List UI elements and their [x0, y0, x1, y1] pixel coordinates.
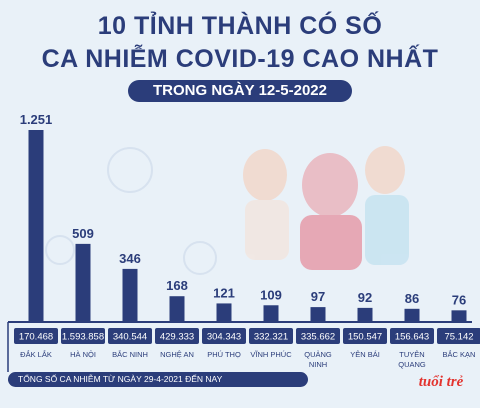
total-badge	[343, 328, 387, 344]
category-label: QUANG	[398, 360, 426, 369]
bar-value-label: 346	[119, 251, 141, 266]
bar-value-label: 97	[311, 289, 325, 304]
category-label: BẮC KẠN	[443, 350, 476, 359]
total-value-label: 1.593.858	[62, 332, 104, 343]
total-badge	[108, 328, 152, 344]
total-value-label: 429.333	[160, 332, 194, 343]
category-label: ĐẮK LẮK	[20, 350, 52, 359]
total-badge	[14, 328, 58, 344]
bar	[169, 296, 185, 322]
category-label: BẮC NINH	[112, 350, 148, 359]
category-label: HÀ NỘI	[70, 350, 96, 359]
bar	[357, 307, 373, 322]
total-value-label: 156.643	[395, 332, 429, 343]
bar-value-label: 168	[166, 278, 188, 293]
category-label: QUẢNG	[304, 350, 332, 359]
category-label: VĨNH PHÚC	[250, 350, 292, 359]
bar	[216, 303, 232, 322]
bars-layer: 1.251 170.468 ĐẮK LẮK 509 1.593.858 HÀ NỘI 346…	[7, 112, 480, 372]
bar-value-label: 92	[358, 290, 372, 305]
total-badge	[249, 328, 293, 344]
total-value-label: 335.662	[301, 332, 335, 343]
bar	[263, 305, 279, 322]
newspaper-logo: tuổi trẻ	[416, 370, 466, 394]
total-badge	[61, 328, 105, 344]
total-badge	[202, 328, 246, 344]
footnote-badge: TỔNG SỐ CA NHIỄM TỪ NGÀY 29-4-2021 ĐẾN N…	[8, 372, 308, 387]
bar	[404, 308, 420, 322]
total-value-label: 75.142	[444, 332, 473, 343]
bar	[28, 130, 44, 322]
total-badge	[155, 328, 199, 344]
total-badge	[296, 328, 340, 344]
bar	[310, 307, 326, 322]
total-value-label: 170.468	[19, 332, 53, 343]
category-label: YÊN BÁI	[350, 350, 380, 359]
bar	[122, 268, 138, 322]
bar-value-label: 1.251	[20, 112, 53, 127]
logo-text: tuổi trẻ	[418, 374, 464, 390]
title-line-2: CA NHIỄM COVID-19 CAO NHẤT	[41, 45, 439, 73]
bar-value-label: 76	[452, 292, 466, 307]
bar	[451, 310, 467, 322]
total-value-label: 150.547	[348, 332, 382, 343]
category-label: NINH	[309, 360, 327, 369]
total-value-label: 304.343	[207, 332, 241, 343]
category-label: TUYÊN	[399, 350, 424, 359]
virus-decoration	[45, 147, 217, 275]
category-label: PHÚ THỌ	[207, 350, 241, 359]
total-badge	[437, 328, 480, 344]
total-value-label: 340.544	[113, 332, 147, 343]
title-line-1: 10 TỈNH THÀNH CÓ SỐ	[97, 12, 383, 40]
bar-value-label: 509	[72, 226, 94, 241]
total-badge	[390, 328, 434, 344]
bar-value-label: 109	[260, 287, 282, 302]
bar-value-label: 121	[213, 285, 235, 300]
category-label: NGHỆ AN	[160, 350, 194, 359]
bar-value-label: 86	[405, 291, 419, 306]
total-value-label: 332.321	[254, 332, 288, 343]
people-illustration	[243, 146, 409, 270]
bar	[75, 243, 91, 322]
date-label: TRONG NGÀY 12-5-2022	[128, 80, 352, 102]
